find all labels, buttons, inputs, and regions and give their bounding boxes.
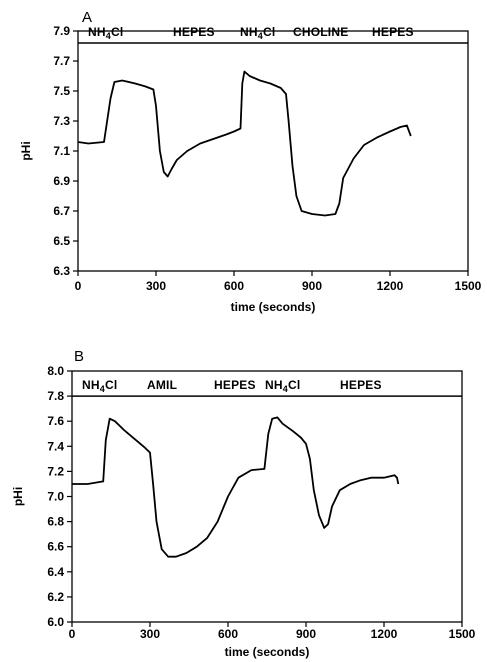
condition-label: HEPES — [173, 25, 215, 39]
x-axis-label: time (seconds) — [231, 300, 316, 314]
y-axis-label: pHi — [19, 141, 33, 160]
y-tick-label: 7.1 — [53, 144, 70, 158]
x-tick-label: 300 — [146, 279, 166, 293]
chart-panel-b: B 6.0 6.2 6.4 6.6 6.8 7.0 7.2 7.4 7.6 7.8 8.0 0 300 60… — [11, 348, 476, 659]
y-tick-label: 7.3 — [53, 114, 70, 128]
phi-trace — [72, 416, 400, 558]
y-tick-label: 6.4 — [47, 565, 64, 579]
condition-label: NH4Cl — [265, 378, 300, 394]
condition-label: NH4Cl — [82, 378, 117, 394]
y-tick-label: 7.9 — [53, 24, 70, 38]
x-tick-label: 1500 — [455, 279, 482, 293]
x-tick-label: 900 — [302, 279, 322, 293]
y-tick-label: 6.6 — [47, 540, 64, 554]
y-tick-label: 8.0 — [47, 364, 64, 378]
y-tick-label: 7.7 — [53, 54, 70, 68]
condition-label: NH4Cl — [240, 25, 275, 41]
y-tick-label: 7.8 — [47, 389, 64, 403]
condition-label: CHOLINE — [293, 25, 348, 39]
y-tick-label: 6.5 — [53, 234, 70, 248]
y-tick-label: 7.2 — [47, 464, 64, 478]
condition-label: HEPES — [214, 378, 256, 392]
x-tick-label: 1200 — [377, 279, 404, 293]
x-tick-label: 0 — [69, 627, 76, 641]
panel-letter: A — [82, 9, 92, 26]
x-tick-label: 900 — [296, 627, 316, 641]
panel-letter: B — [74, 348, 84, 365]
y-tick-label: 7.6 — [47, 414, 64, 428]
condition-label: HEPES — [372, 25, 414, 39]
condition-label: NH4Cl — [88, 25, 123, 41]
y-tick-label: 7.5 — [53, 84, 70, 98]
x-axis-label: time (seconds) — [225, 645, 310, 659]
x-tick-label: 1500 — [449, 627, 476, 641]
y-tick-label: 7.4 — [47, 439, 64, 453]
y-tick-label: 6.2 — [47, 590, 64, 604]
y-tick-label: 6.3 — [53, 264, 70, 278]
y-tick-label: 7.0 — [47, 490, 64, 504]
condition-label: HEPES — [340, 378, 382, 392]
y-tick-label: 6.7 — [53, 204, 70, 218]
y-axis-label: pHi — [11, 487, 25, 506]
x-tick-label: 600 — [224, 279, 244, 293]
plot-frame — [71, 370, 463, 623]
x-tick-label: 300 — [140, 627, 160, 641]
phi-trace — [77, 70, 412, 217]
chart-panel-a: A 6.3 6.5 6.7 6.9 7.1 7.3 7.5 7.7 7.9 0 300 600 900 12… — [19, 9, 482, 314]
x-tick-label: 600 — [218, 627, 238, 641]
plot-frame — [77, 30, 469, 272]
condition-label: AMIL — [147, 378, 177, 392]
x-tick-label: 0 — [75, 279, 82, 293]
y-tick-label: 6.0 — [47, 615, 64, 629]
y-tick-label: 6.8 — [47, 515, 64, 529]
x-tick-label: 1200 — [371, 627, 398, 641]
y-tick-label: 6.9 — [53, 174, 70, 188]
